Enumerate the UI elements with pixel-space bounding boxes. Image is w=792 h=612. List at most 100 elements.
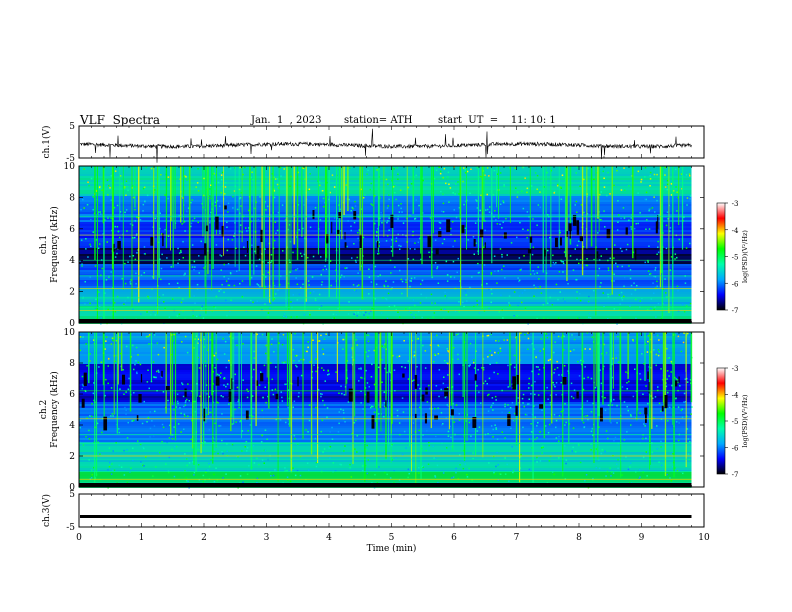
spectrogram-speckle: [555, 426, 557, 429]
sferic-streak: [390, 332, 392, 434]
colorbar-label: log(PSD)(V²/Hz): [741, 394, 749, 447]
spectrogram-speckle: [393, 369, 396, 371]
spectrogram-speckle: [219, 376, 221, 378]
sferic-streak: [310, 332, 313, 455]
spectrogram-dark: [655, 221, 658, 234]
spectrogram-speckle: [473, 367, 476, 369]
spectrogram-speckle: [217, 452, 219, 455]
spectrogram-speckle: [666, 370, 669, 372]
spectrogram-speckle: [642, 437, 644, 440]
spectrogram-speckle: [366, 382, 369, 384]
spectrogram-speckle: [624, 276, 626, 279]
spectrogram-speckle: [488, 462, 490, 464]
spectrogram-speckle: [85, 343, 87, 345]
spectrogram-speckle: [206, 413, 208, 416]
spectrogram-speckle: [387, 285, 389, 287]
spectrogram-speckle: [110, 387, 113, 389]
spectrogram-band: [79, 310, 692, 312]
spectrogram-speckle: [528, 387, 530, 389]
spectrogram-speckle: [640, 178, 643, 181]
spectrogram-speckle: [433, 312, 436, 314]
spectrogram-speckle: [161, 423, 164, 426]
spectrogram-speckle: [263, 449, 266, 452]
spectrogram-speckle: [216, 479, 219, 482]
spectrogram-speckle: [116, 226, 119, 228]
spectrogram-band: [79, 190, 692, 192]
spectrogram-speckle: [309, 226, 312, 228]
spectrogram-speckle: [266, 180, 268, 182]
spectrogram-speckle: [239, 282, 241, 285]
spectrogram-speckle: [655, 353, 658, 356]
spectrogram-speckle: [362, 236, 365, 239]
spectrogram-speckle: [616, 335, 619, 338]
spectrogram-speckle: [648, 209, 650, 212]
spectrogram-speckle: [184, 230, 186, 232]
spectrogram-speckle: [284, 383, 286, 386]
spectrogram-speckle: [541, 409, 543, 411]
spectrogram-band: [79, 400, 692, 402]
spectrogram-speckle: [91, 473, 93, 476]
spectrogram-speckle: [391, 287, 393, 289]
spectrogram-speckle: [135, 283, 137, 285]
spectrogram-speckle: [653, 417, 655, 419]
spectrogram-speckle: [158, 296, 161, 298]
spectrogram-speckle: [226, 450, 228, 452]
spectrogram-speckle: [496, 223, 499, 225]
spectrogram-speckle: [390, 246, 392, 248]
spectrogram-speckle: [220, 179, 223, 181]
spectrogram-speckle: [312, 291, 315, 293]
spectrogram-dark: [231, 378, 233, 390]
spectrogram-speckle: [572, 427, 575, 429]
spectrogram-speckle: [353, 422, 356, 424]
spectrogram-band: [79, 308, 692, 310]
spectrogram-speckle: [447, 374, 449, 376]
spectrogram-speckle: [558, 440, 560, 442]
spectrogram-speckle: [242, 379, 244, 381]
spectrogram-speckle: [248, 227, 250, 229]
spectrogram-speckle: [418, 429, 420, 432]
sferic-streak: [212, 332, 214, 464]
spectrogram-speckle: [621, 299, 624, 301]
spectrogram-speckle: [233, 190, 236, 192]
spectrogram-speckle: [389, 455, 392, 458]
spectrogram-speckle: [176, 400, 179, 403]
sferic-streak: [326, 166, 328, 259]
spectrogram-speckle: [463, 305, 465, 308]
spectrogram-speckle: [371, 482, 373, 484]
spectrogram-speckle: [227, 238, 229, 241]
spectrogram-speckle: [93, 399, 95, 402]
sferic-streak: [341, 166, 343, 240]
spectrogram-speckle: [112, 415, 114, 417]
spectrogram-speckle: [691, 406, 693, 408]
spectrogram-speckle: [182, 395, 185, 398]
spectrogram-speckle: [629, 482, 631, 484]
ch1-y-tick-label: -5: [66, 154, 75, 164]
spectrogram-speckle: [271, 173, 273, 175]
spectrogram-speckle: [105, 279, 108, 281]
spectrogram-speckle: [274, 293, 277, 295]
spectrogram-speckle: [647, 335, 650, 337]
spectrogram-speckle: [617, 467, 619, 469]
spectrogram-speckle: [576, 166, 579, 169]
spectrogram-dark: [140, 374, 143, 383]
x-tick-label: 9: [639, 533, 645, 543]
spectrogram-dark: [246, 241, 249, 253]
spectrogram-speckle: [447, 350, 450, 353]
spectrogram-speckle: [651, 207, 654, 209]
spectrogram-speckle: [183, 405, 185, 408]
spectrogram-speckle: [451, 221, 454, 223]
spectrogram-speckle: [115, 423, 118, 426]
spectrogram-speckle: [532, 218, 534, 220]
spectrogram-speckle: [671, 466, 674, 468]
spectrogram-speckle: [445, 182, 447, 185]
spectrogram-speckle: [270, 260, 273, 262]
spectrogram-speckle: [232, 380, 234, 382]
spectrogram-speckle: [174, 445, 176, 448]
spectrogram-speckle: [147, 335, 150, 338]
spectrogram-speckle: [131, 237, 134, 239]
spectrogram-speckle: [527, 332, 529, 334]
spectrogram-band: [79, 264, 692, 266]
spectrogram-speckle: [85, 248, 87, 250]
spectrogram-speckle: [491, 293, 493, 295]
spectrogram-speckle: [560, 259, 562, 262]
